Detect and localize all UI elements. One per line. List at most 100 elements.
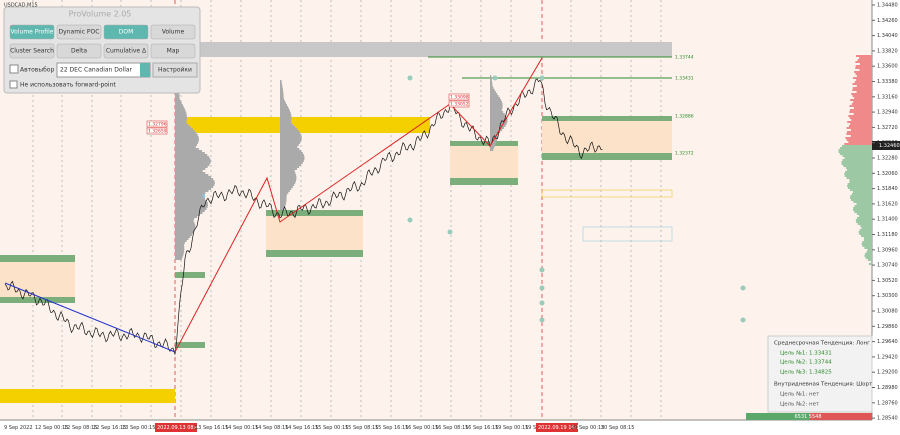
profile-bar — [280, 166, 300, 168]
button-label: Cumulative Δ — [106, 48, 147, 55]
level-box — [146, 120, 168, 128]
dom-bar — [856, 213, 872, 215]
tool-button[interactable]: Dynamic POC — [56, 24, 102, 40]
profile-bar — [490, 77, 492, 79]
level-box — [448, 100, 470, 108]
marker — [539, 267, 545, 273]
time-label: 2022.09.13 08:45 — [157, 425, 202, 431]
profile-bar — [280, 120, 292, 122]
dom-bar — [849, 111, 872, 113]
profile-bar — [490, 147, 494, 149]
profile-bar — [490, 93, 498, 95]
profile-bar — [175, 230, 195, 232]
marker — [407, 217, 413, 223]
dom-bar — [860, 225, 872, 227]
price-label: 1.29860 — [877, 324, 898, 330]
profile-bar — [280, 134, 302, 136]
profile-bar — [175, 164, 210, 166]
settings-label: Настройки — [158, 67, 192, 74]
settings-button[interactable] — [152, 62, 198, 78]
profile-bar — [280, 90, 284, 92]
dom-bar — [846, 131, 872, 133]
profile-bar — [175, 224, 196, 226]
current-price-box — [872, 141, 900, 150]
select-arrow[interactable] — [140, 63, 150, 77]
profile-bar — [175, 220, 194, 222]
profile-bar — [175, 182, 215, 184]
dom-bar — [850, 135, 872, 137]
tool-button[interactable]: Cluster Search — [9, 43, 55, 59]
profile-bar — [490, 143, 496, 145]
marker — [740, 285, 746, 291]
dom-bar — [839, 147, 872, 149]
profile-bar — [280, 118, 292, 120]
price-label: 1.32720 — [877, 125, 898, 131]
zone — [175, 272, 205, 278]
tool-button[interactable]: Cumulative Δ — [103, 43, 149, 59]
marker — [539, 300, 545, 306]
marker — [492, 75, 498, 81]
dom-bar — [863, 239, 872, 241]
price-label: 1.34260 — [877, 18, 898, 24]
profile-bar — [175, 168, 206, 170]
dom-bar — [849, 189, 872, 191]
profile-bar — [175, 154, 208, 156]
dom-bar — [858, 231, 872, 233]
profile-bar — [280, 146, 298, 148]
dom-bar — [861, 243, 872, 245]
profile-bar — [280, 142, 301, 144]
price-label: 1.33820 — [877, 48, 898, 54]
profile-bar — [280, 94, 284, 96]
time-label: 16 Sep 16:15 — [465, 425, 498, 431]
dom-bar — [858, 215, 872, 217]
price-label: 1.33160 — [877, 94, 898, 100]
dom-bar — [846, 133, 872, 135]
dom-bar — [865, 257, 872, 259]
profile-bar — [280, 204, 286, 206]
profile-bar — [280, 202, 287, 204]
checkbox[interactable] — [9, 80, 18, 89]
profile-bar — [280, 164, 302, 166]
level-label: 1.32372 — [675, 151, 694, 157]
profile-bar — [175, 246, 185, 248]
zone — [0, 297, 75, 303]
tool-button[interactable]: Volume — [150, 24, 196, 40]
profile-bar — [175, 128, 193, 130]
price-label: 1.31840 — [877, 186, 898, 192]
dom-bar — [844, 143, 872, 145]
info-panel — [767, 335, 873, 413]
profile-bar — [280, 130, 299, 132]
profile-bar — [490, 95, 499, 97]
info-line: Цель №1: нет — [780, 392, 820, 398]
time-label: 9 Sep 2022 — [4, 425, 33, 431]
profile-bar — [280, 178, 297, 180]
checkbox[interactable] — [9, 64, 19, 74]
profile-bar — [175, 104, 183, 106]
dom-bar — [846, 177, 872, 179]
profile-bar — [280, 162, 303, 164]
dom-bar — [857, 217, 872, 219]
profile-bar — [490, 79, 492, 81]
tool-button[interactable]: Volume Profile — [9, 24, 55, 40]
info-line: Среднесрочная Тенденция: Лонг — [774, 341, 870, 347]
profile-bar — [175, 102, 182, 104]
tool-button[interactable]: DOM — [103, 24, 149, 40]
dom-bar — [867, 249, 872, 251]
tool-button[interactable]: Delta — [56, 43, 102, 59]
dom-bar — [855, 67, 872, 69]
dom-bar — [849, 179, 872, 181]
profile-bar — [490, 89, 495, 91]
profile-bar — [175, 132, 197, 134]
profile-bar — [280, 124, 294, 126]
profile-bar — [490, 99, 502, 101]
profile-bar — [490, 141, 497, 143]
profile-bar — [490, 121, 508, 123]
dom-bar — [853, 107, 872, 109]
profile-bar — [280, 102, 286, 104]
profile-bar — [175, 192, 206, 194]
profile-bar — [490, 137, 498, 139]
profile-bar — [490, 101, 502, 103]
profile-bar — [175, 186, 214, 188]
profile-bar — [490, 107, 503, 109]
tool-button[interactable]: Map — [150, 43, 196, 59]
